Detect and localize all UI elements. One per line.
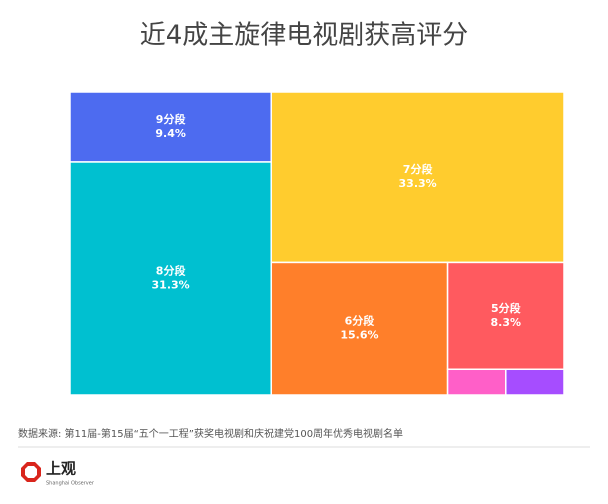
logo-subtitle: Shanghai Observer [46,481,95,487]
cell-label: 6分段 [345,314,375,328]
value-label: 9.4% [155,127,186,140]
treemap-cell [69,91,273,163]
value-label: 31.3% [152,278,190,291]
treemap-cell [446,368,507,396]
treemap-cell [69,161,273,396]
cell-label: 9分段 [156,112,186,126]
logo-icon-inner [25,466,37,478]
treemap-cell [270,261,449,396]
cell-label: 8分段 [156,263,186,277]
logo-name: 上观 [46,460,76,478]
treemap-cell [270,91,565,264]
treemap-cell [505,368,565,396]
treemap-cell [446,261,565,371]
chart-title: 近4成主旋律电视剧获高评分 [140,21,469,51]
cell-label: 5分段 [491,301,521,315]
value-label: 33.3% [399,177,437,190]
cell-label: 7分段 [403,162,433,176]
source-note: 数据来源: 第11届-第15届“五个一工程”获奖电视剧和庆祝建党100周年优秀电… [18,427,403,440]
value-label: 15.6% [340,329,378,342]
value-label: 8.3% [491,316,522,329]
